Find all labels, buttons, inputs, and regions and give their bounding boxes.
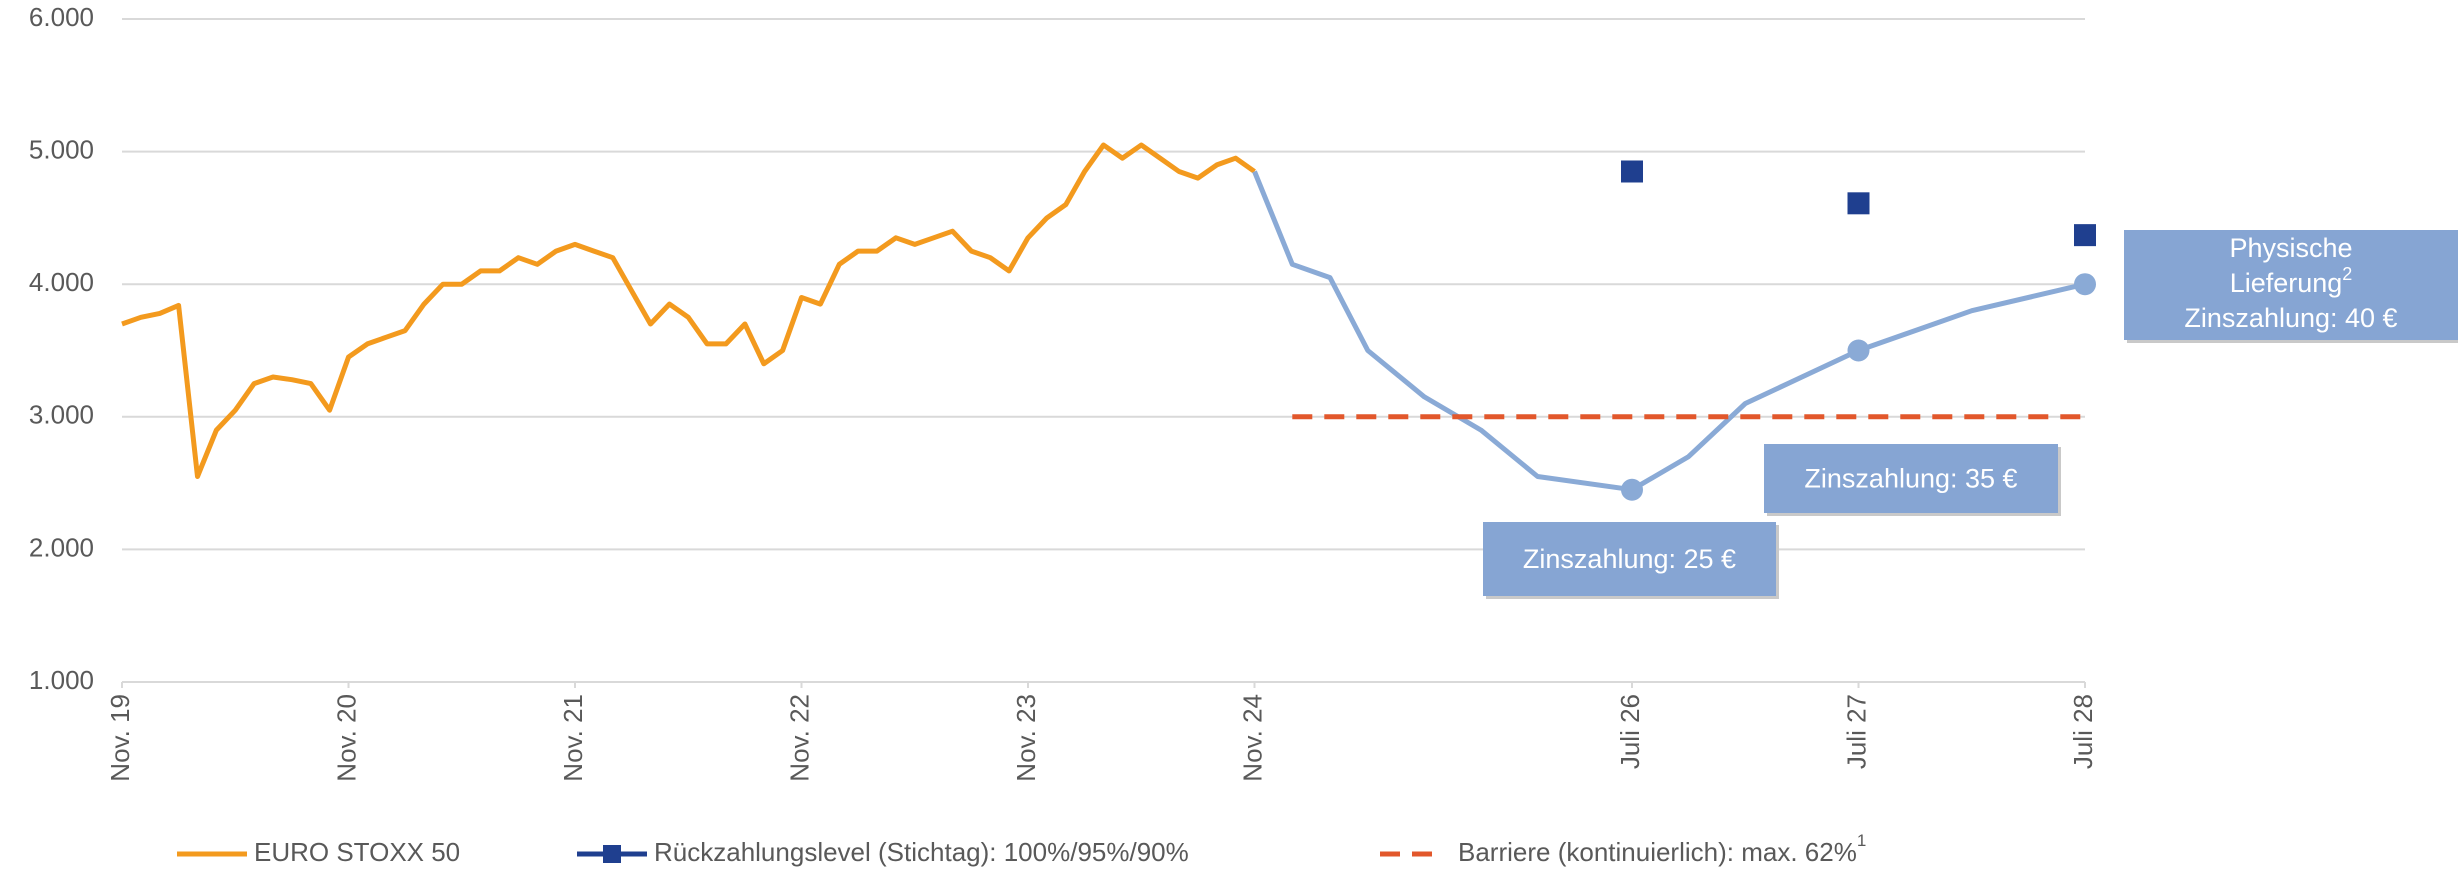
annotation-text: Lieferung <box>2230 268 2343 298</box>
point <box>1621 478 1643 501</box>
superscript: 1 <box>1857 831 1866 850</box>
square-marker <box>2074 224 2096 247</box>
annotation-text: Zinszahlung: 35 € <box>1804 464 2017 494</box>
x-tick-label: Juli 28 <box>2068 694 2098 769</box>
y-tick-label: 5.000 <box>29 134 94 164</box>
legend-label: Rückzahlungslevel (Stichtag): 100%/95%/9… <box>654 837 1189 867</box>
x-tick-label: Nov. 21 <box>558 694 588 782</box>
annotation-text: Zinszahlung: 25 € <box>1523 544 1736 574</box>
square-marker <box>1621 160 1643 183</box>
x-tick-label: Nov. 20 <box>331 694 361 782</box>
y-tick-label: 3.000 <box>29 400 94 430</box>
y-tick-label: 2.000 <box>29 532 94 562</box>
x-tick-label: Nov. 24 <box>1237 694 1267 782</box>
x-tick-label: Nov. 22 <box>784 694 814 782</box>
annotation-text: Physische <box>2229 233 2352 263</box>
annotation-box <box>1764 444 2058 513</box>
annotation-text: Zinszahlung: 40 € <box>2184 303 2397 333</box>
point <box>2074 273 2096 296</box>
legend-label: EURO STOXX 50 <box>254 837 460 867</box>
square-marker <box>1847 192 1870 215</box>
legend-label: Barriere (kontinuierlich): max. 62% <box>1458 837 1857 867</box>
legend-label: Rückzahlungslevel (Stichtag): 100%/95%/9… <box>654 837 1189 867</box>
line <box>121 142 1256 479</box>
legend-label: Barriere (kontinuierlich): max. 62%1 <box>1458 831 1866 866</box>
legend-label: EURO STOXX 50 <box>254 837 460 867</box>
y-tick-label: 1.000 <box>29 665 94 695</box>
annotation-text: Lieferung2 <box>2230 264 2353 298</box>
legend-symbol <box>603 845 621 863</box>
annotation-box <box>2124 230 2458 340</box>
point <box>1847 339 1870 362</box>
y-tick-label: 6.000 <box>29 2 94 32</box>
superscript: 2 <box>2342 264 2352 284</box>
x-tick-label: Nov. 19 <box>105 694 135 782</box>
x-tick-label: Juli 27 <box>1841 694 1871 769</box>
line <box>1252 170 2086 493</box>
x-tick-label: Nov. 23 <box>1011 694 1041 782</box>
y-tick-label: 4.000 <box>29 267 94 297</box>
annotation-box <box>1483 522 1776 596</box>
x-tick-label: Juli 26 <box>1615 694 1645 769</box>
